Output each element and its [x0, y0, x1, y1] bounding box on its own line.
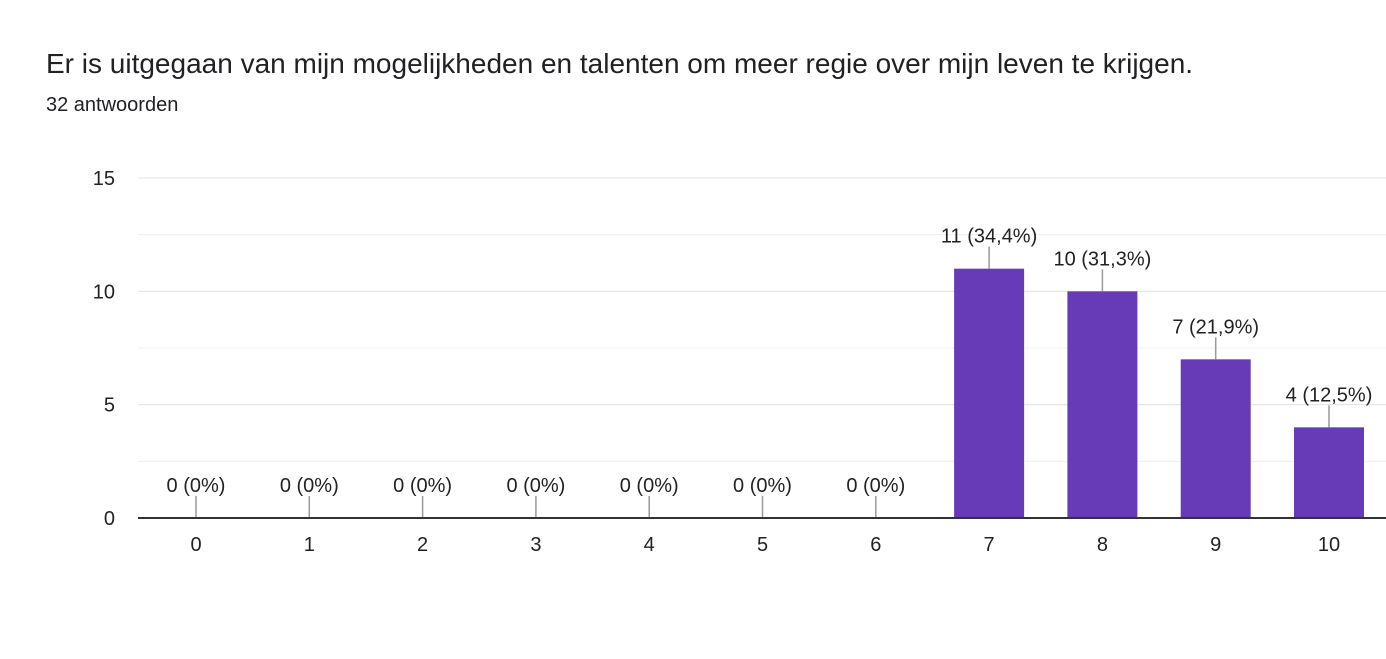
response-count: 32 antwoorden — [46, 94, 179, 116]
chart-title: Er is uitgegaan van mijn mogelijkheden e… — [46, 48, 1194, 79]
data-label: 0 (0%) — [280, 475, 339, 497]
x-tick-label: 2 — [417, 534, 428, 556]
data-label: 0 (0%) — [733, 475, 792, 497]
data-label: 4 (12,5%) — [1286, 384, 1373, 406]
data-label: 11 (34,4%) — [941, 226, 1037, 248]
data-label: 0 (0%) — [167, 475, 226, 497]
x-tick-label: 7 — [984, 534, 995, 556]
x-tick-label: 1 — [304, 534, 315, 556]
x-tick-label: 10 — [1318, 534, 1340, 556]
data-label: 0 (0%) — [846, 475, 905, 497]
x-tick-label: 4 — [644, 534, 655, 556]
y-tick-label: 0 — [104, 508, 115, 530]
bar — [954, 268, 1025, 518]
data-label: 7 (21,9%) — [1172, 316, 1259, 338]
data-label: 0 (0%) — [506, 475, 565, 497]
y-tick-label: 15 — [93, 168, 115, 190]
x-tick-label: 6 — [870, 534, 881, 556]
y-tick-label: 10 — [93, 281, 115, 303]
data-label: 0 (0%) — [393, 475, 452, 497]
data-label: 10 (31,3%) — [1053, 248, 1151, 270]
data-label: 0 (0%) — [620, 475, 679, 497]
x-tick-label: 5 — [757, 534, 768, 556]
x-tick-label: 9 — [1210, 534, 1221, 556]
y-tick-label: 5 — [104, 395, 115, 417]
x-tick-label: 8 — [1097, 534, 1108, 556]
x-tick-label: 0 — [190, 534, 201, 556]
x-tick-label: 3 — [530, 534, 541, 556]
bar — [1067, 291, 1138, 518]
bar — [1180, 359, 1251, 518]
bar — [1294, 427, 1364, 518]
